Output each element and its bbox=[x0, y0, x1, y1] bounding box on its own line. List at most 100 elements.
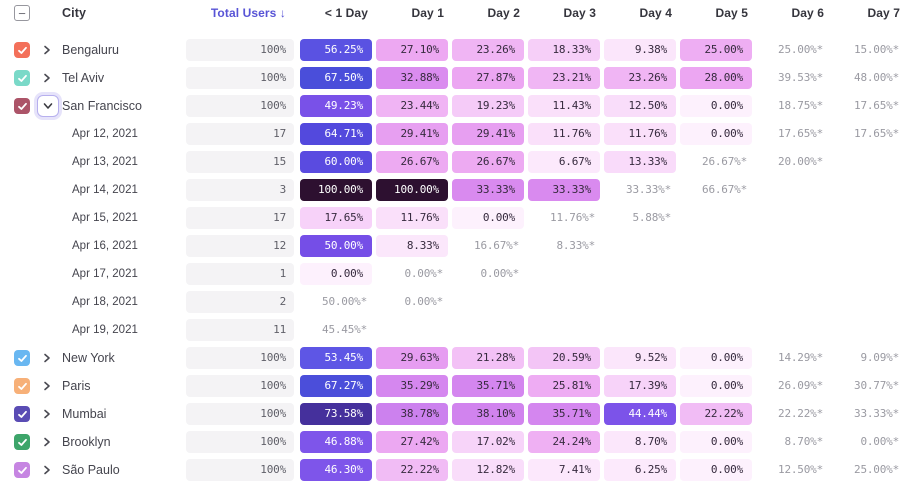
retention-cell[interactable]: 38.78% bbox=[376, 403, 448, 425]
retention-cell[interactable]: 0.00% bbox=[680, 123, 752, 145]
row-checkbox[interactable] bbox=[14, 98, 30, 114]
retention-cell[interactable]: 32.88% bbox=[376, 67, 448, 89]
retention-cell[interactable]: 67.27% bbox=[300, 375, 372, 397]
retention-cell[interactable]: 33.33% bbox=[528, 179, 600, 201]
row-label: Mumbai bbox=[62, 407, 107, 421]
row-checkbox[interactable] bbox=[14, 406, 30, 422]
row-checkbox[interactable] bbox=[14, 70, 30, 86]
retention-cell[interactable]: 100.00% bbox=[300, 179, 372, 201]
checkbox-cell bbox=[10, 42, 34, 58]
retention-cell[interactable]: 12.50% bbox=[604, 95, 676, 117]
retention-cell[interactable]: 23.21% bbox=[528, 67, 600, 89]
retention-cell[interactable]: 33.33% bbox=[452, 179, 524, 201]
check-icon bbox=[17, 437, 28, 448]
retention-cell[interactable]: 50.00% bbox=[300, 235, 372, 257]
row-label-date: Apr 18, 2021 bbox=[72, 296, 138, 308]
expand-row-button[interactable] bbox=[36, 347, 58, 369]
expand-row-button[interactable] bbox=[36, 67, 58, 89]
row-checkbox[interactable] bbox=[14, 462, 30, 478]
retention-cell[interactable]: 20.59% bbox=[528, 347, 600, 369]
retention-cell[interactable]: 6.67% bbox=[528, 151, 600, 173]
retention-cell[interactable]: 56.25% bbox=[300, 39, 372, 61]
expand-row-button[interactable] bbox=[36, 39, 58, 61]
retention-cell[interactable]: 46.88% bbox=[300, 431, 372, 453]
retention-cell[interactable]: 25.81% bbox=[528, 375, 600, 397]
retention-cell[interactable]: 11.76% bbox=[604, 123, 676, 145]
retention-cell[interactable]: 46.30% bbox=[300, 459, 372, 481]
retention-cell[interactable]: 53.45% bbox=[300, 347, 372, 369]
retention-cell[interactable]: 24.24% bbox=[528, 431, 600, 453]
retention-cell[interactable]: 0.00% bbox=[452, 207, 524, 229]
retention-cell[interactable]: 27.10% bbox=[376, 39, 448, 61]
retention-cell[interactable]: 11.43% bbox=[528, 95, 600, 117]
retention-cell[interactable]: 0.00% bbox=[680, 375, 752, 397]
retention-cell[interactable]: 13.33% bbox=[604, 151, 676, 173]
total-users-pill: 1 bbox=[186, 263, 294, 285]
row-checkbox[interactable] bbox=[14, 378, 30, 394]
column-header-day-4: Day 4 bbox=[639, 6, 672, 20]
retention-cell[interactable]: 21.28% bbox=[452, 347, 524, 369]
expand-cell bbox=[34, 403, 60, 425]
retention-cell[interactable]: 25.00% bbox=[680, 39, 752, 61]
expand-row-button[interactable] bbox=[36, 375, 58, 397]
retention-cell[interactable]: 22.22% bbox=[680, 403, 752, 425]
retention-cell[interactable]: 22.22% bbox=[376, 459, 448, 481]
retention-cell[interactable]: 8.33% bbox=[376, 235, 448, 257]
checkbox-cell bbox=[10, 70, 34, 86]
row-label-date: Apr 15, 2021 bbox=[72, 212, 138, 224]
expand-row-button[interactable] bbox=[36, 459, 58, 481]
retention-cell[interactable]: 11.76% bbox=[528, 123, 600, 145]
retention-cell[interactable]: 11.76% bbox=[376, 207, 448, 229]
retention-cell[interactable]: 23.26% bbox=[452, 39, 524, 61]
retention-cell[interactable]: 17.39% bbox=[604, 375, 676, 397]
expand-row-button[interactable] bbox=[36, 431, 58, 453]
retention-cell[interactable]: 26.67% bbox=[452, 151, 524, 173]
retention-cell[interactable]: 35.29% bbox=[376, 375, 448, 397]
retention-cell[interactable]: 27.87% bbox=[452, 67, 524, 89]
retention-cell[interactable]: 8.70% bbox=[604, 431, 676, 453]
retention-cell[interactable]: 29.41% bbox=[376, 123, 448, 145]
retention-cell[interactable]: 35.71% bbox=[452, 375, 524, 397]
retention-cell[interactable]: 35.71% bbox=[528, 403, 600, 425]
retention-cell[interactable]: 6.25% bbox=[604, 459, 676, 481]
total-users-pill: 100% bbox=[186, 375, 294, 397]
retention-cell[interactable]: 28.00% bbox=[680, 67, 752, 89]
row-checkbox[interactable] bbox=[14, 350, 30, 366]
retention-cell[interactable]: 67.50% bbox=[300, 67, 372, 89]
retention-cell-incomplete: 26.09%* bbox=[778, 379, 823, 392]
retention-cell[interactable]: 23.26% bbox=[604, 67, 676, 89]
retention-cell[interactable]: 0.00% bbox=[300, 263, 372, 285]
retention-cell[interactable]: 17.65% bbox=[300, 207, 372, 229]
retention-cell[interactable]: 23.44% bbox=[376, 95, 448, 117]
expand-row-button[interactable] bbox=[36, 95, 59, 117]
select-all-checkbox[interactable]: − bbox=[14, 5, 30, 21]
retention-cell[interactable]: 49.23% bbox=[300, 95, 372, 117]
retention-cell[interactable]: 64.71% bbox=[300, 123, 372, 145]
expand-row-button[interactable] bbox=[36, 403, 58, 425]
retention-cell[interactable]: 12.82% bbox=[452, 459, 524, 481]
column-header-total-users[interactable]: Total Users ↓ bbox=[210, 6, 286, 20]
retention-cell[interactable]: 0.00% bbox=[680, 347, 752, 369]
retention-cell-incomplete: 8.70%* bbox=[784, 435, 823, 448]
retention-cell[interactable]: 0.00% bbox=[680, 459, 752, 481]
retention-cell[interactable]: 27.42% bbox=[376, 431, 448, 453]
row-checkbox[interactable] bbox=[14, 434, 30, 450]
retention-cell[interactable]: 18.33% bbox=[528, 39, 600, 61]
retention-cell[interactable]: 0.00% bbox=[680, 431, 752, 453]
retention-cell[interactable]: 9.52% bbox=[604, 347, 676, 369]
retention-cell[interactable]: 19.23% bbox=[452, 95, 524, 117]
row-checkbox[interactable] bbox=[14, 42, 30, 58]
retention-cell[interactable]: 38.10% bbox=[452, 403, 524, 425]
total-users-pill: 3 bbox=[186, 179, 294, 201]
retention-cell[interactable]: 73.58% bbox=[300, 403, 372, 425]
retention-cell[interactable]: 7.41% bbox=[528, 459, 600, 481]
retention-cell[interactable]: 29.41% bbox=[452, 123, 524, 145]
retention-cell[interactable]: 9.38% bbox=[604, 39, 676, 61]
retention-cell[interactable]: 0.00% bbox=[680, 95, 752, 117]
retention-cell[interactable]: 60.00% bbox=[300, 151, 372, 173]
retention-cell[interactable]: 100.00% bbox=[376, 179, 448, 201]
retention-cell[interactable]: 26.67% bbox=[376, 151, 448, 173]
retention-cell[interactable]: 44.44% bbox=[604, 403, 676, 425]
retention-cell[interactable]: 29.63% bbox=[376, 347, 448, 369]
retention-cell[interactable]: 17.02% bbox=[452, 431, 524, 453]
